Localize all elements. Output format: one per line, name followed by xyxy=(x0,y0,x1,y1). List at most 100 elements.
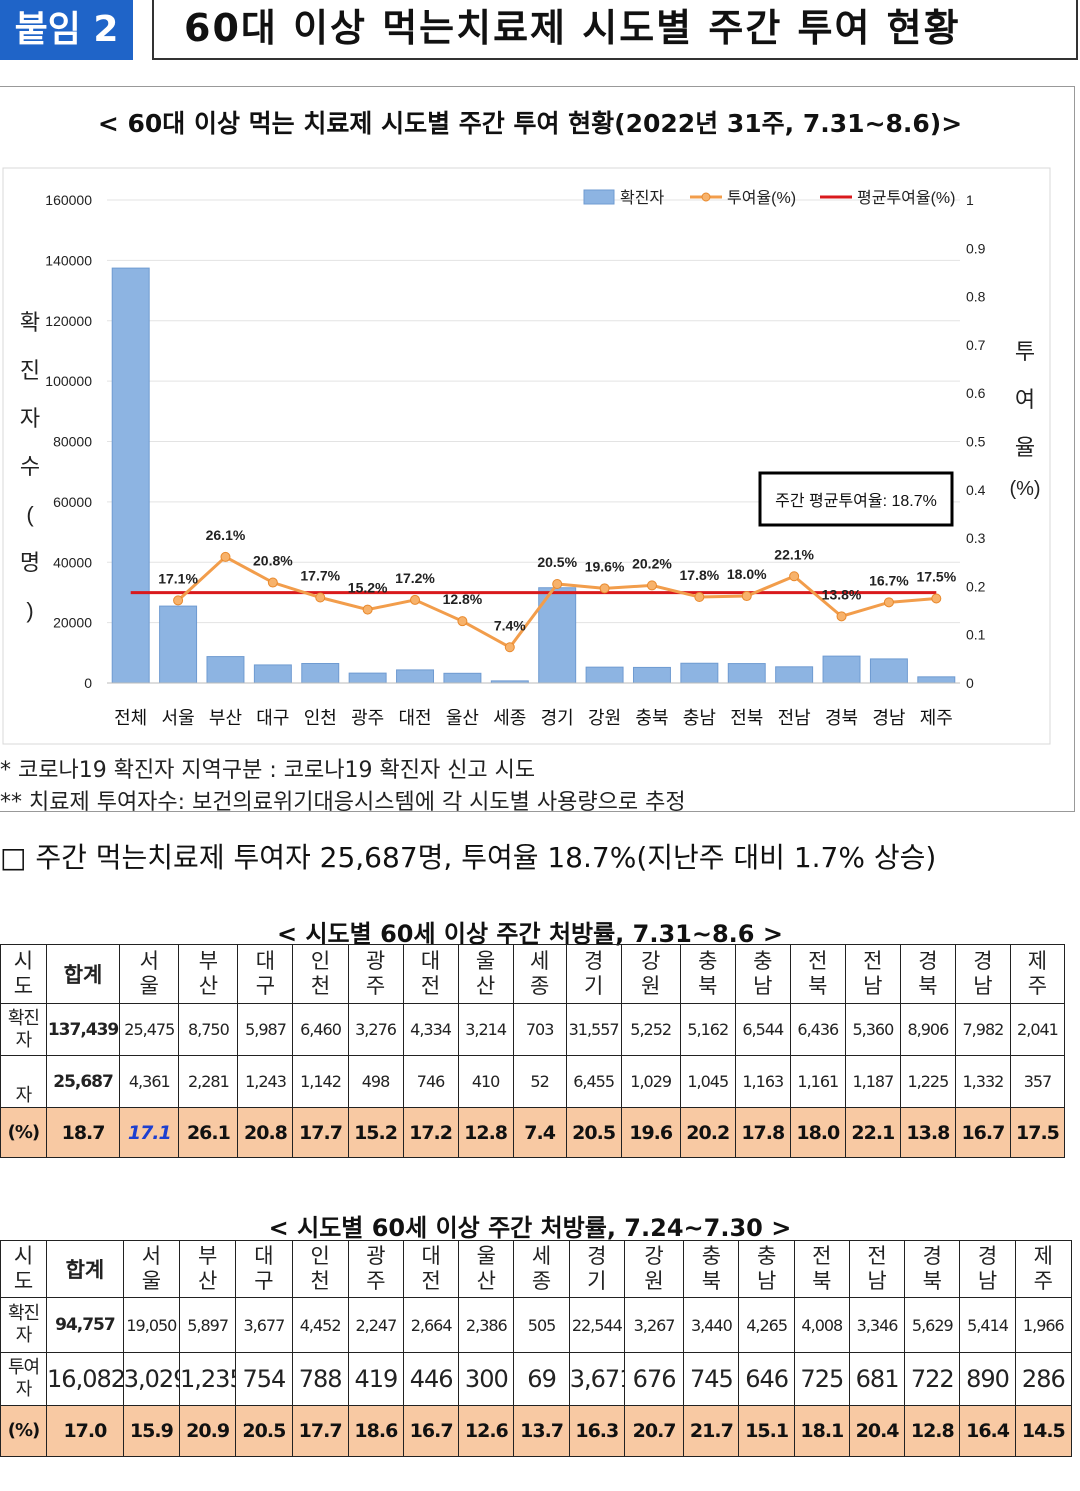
rate-point-전북 xyxy=(741,591,752,602)
table-cell: 3,671 xyxy=(568,1352,625,1406)
x-tick-label: 대구 xyxy=(256,708,289,728)
y2-tick-label: 0.4 xyxy=(966,482,986,498)
y-tick-label: 0 xyxy=(84,675,92,691)
rate-point-경남 xyxy=(883,597,894,608)
rate-label: 17.7% xyxy=(300,568,340,584)
table-cell: 1,161 xyxy=(789,1055,846,1108)
y-tick-label: 100000 xyxy=(45,373,92,389)
table-cell: 5,897 xyxy=(178,1297,237,1353)
rate-point-충남 xyxy=(694,592,705,603)
rate-label: 7.4% xyxy=(494,617,526,633)
table-cell: 69 xyxy=(513,1352,570,1406)
table-cell: 3,677 xyxy=(235,1297,293,1353)
annotation-box xyxy=(758,471,954,527)
y-axis-title-char: 진 xyxy=(20,358,40,383)
y-tick-label: 60000 xyxy=(53,494,92,510)
table-cell: 18.0 xyxy=(789,1107,846,1158)
rate-label: 20.5% xyxy=(537,554,577,570)
data-labels: 17.1% 26.1% 20.8% 17.7% 15.2% 17.2% 12.8% 7.4% 2… xyxy=(158,527,956,633)
y2-tick-label: 0.9 xyxy=(966,240,986,256)
table-cell: 5,360 xyxy=(844,1003,901,1056)
legend-swatch-bar xyxy=(583,189,615,205)
table-cell: 4,452 xyxy=(291,1297,349,1353)
table-cell: 4,334 xyxy=(402,1003,459,1056)
total-cell: 16,082 xyxy=(46,1352,124,1406)
bar-전남 xyxy=(775,666,814,684)
annotation-text: 주간 평균투여율: 18.7% xyxy=(775,492,937,510)
y2-tick-label: 0.7 xyxy=(966,337,986,353)
rate-point-대전 xyxy=(410,594,421,605)
rate-point-전남 xyxy=(789,571,800,582)
legend-swatch-marker xyxy=(701,192,711,202)
table-cell: 410 xyxy=(457,1055,514,1108)
x-tick-label: 광주 xyxy=(351,708,384,728)
table-cell: 1,163 xyxy=(734,1055,791,1108)
table-cell: 788 xyxy=(291,1352,349,1406)
summary-text: □ 주간 먹는치료제 투여자 25,687명, 투여율 18.7%(지난주 대비… xyxy=(0,841,937,874)
table-cell: 3,276 xyxy=(347,1003,404,1056)
table-cell: 286 xyxy=(1014,1352,1073,1406)
table-cell: 4,361 xyxy=(119,1055,180,1108)
bar-부산 xyxy=(206,656,245,684)
document-header: 붙임 2 60대 이상 먹는치료제 시도별 주간 투여 현황 xyxy=(0,0,1080,64)
table-row: 확진 자 137,439 25,475 8,750 5,987 6,460 3,276 4,33… xyxy=(0,1003,1066,1056)
bar-제주 xyxy=(917,676,956,684)
table-row: 확진 자 94,757 19,050 5,897 3,677 4,452 2,247 2,664… xyxy=(0,1297,1073,1353)
rate-label: 22.1% xyxy=(774,546,814,562)
x-tick-label: 제주 xyxy=(920,708,953,728)
table-cell: 676 xyxy=(623,1352,685,1406)
bar-서울 xyxy=(159,605,198,684)
total-cell: 25,687 xyxy=(45,1055,121,1108)
rate-label: 19.6% xyxy=(585,558,625,574)
table-cell: 20.9 xyxy=(178,1405,237,1457)
table-cell: 18.6 xyxy=(347,1405,404,1457)
table-cell: 19,050 xyxy=(122,1297,181,1353)
x-tick-label: 대전 xyxy=(398,708,431,728)
table-cell: 703 xyxy=(512,1003,567,1056)
table-cell: 12.8 xyxy=(457,1107,514,1158)
table-cell: 1,332 xyxy=(954,1055,1011,1108)
legend-label: 투여율(%) xyxy=(727,189,796,207)
table-cell: 17.2 xyxy=(402,1107,459,1158)
table-cell: 5,162 xyxy=(679,1003,736,1056)
bar-경남 xyxy=(869,658,908,684)
y-axis-title-char: ) xyxy=(26,598,33,623)
table-cell: 3,029 xyxy=(122,1352,181,1406)
table-cell: 1,029 xyxy=(620,1055,681,1108)
table-cell: 357 xyxy=(1009,1055,1066,1108)
table-cell: 20.7 xyxy=(623,1405,685,1457)
y-axis-title-char: 수 xyxy=(20,454,40,479)
rate-label: 26.1% xyxy=(206,527,246,543)
x-tick-label: 경남 xyxy=(872,708,905,728)
table-cell: 725 xyxy=(793,1352,850,1406)
table-cell: 4,265 xyxy=(738,1297,795,1353)
rate-point-세종 xyxy=(504,642,515,653)
axes: 0 20000 40000 60000 80000 100000 120000 140000 1… xyxy=(20,192,1041,728)
table-cell: 12.6 xyxy=(458,1405,515,1457)
x-tick-label: 경기 xyxy=(541,708,574,728)
total-cell: 17.0 xyxy=(46,1405,124,1457)
table-cell: 419 xyxy=(347,1352,404,1406)
table-cell: 13.7 xyxy=(513,1405,570,1457)
table-header-row: 시 도 합계 서 울 부 산 대 구 인 천 광 주 대 전 울 산 세 종 경 기 강 원 충 북 충 남 전 북 전 남 경 북 경 남 제 주 xyxy=(0,1240,1073,1298)
rate-point-경기 xyxy=(552,578,563,589)
rate-label: 20.8% xyxy=(253,553,293,569)
header-cell: 합계 xyxy=(46,1240,124,1298)
x-tick-label: 울산 xyxy=(446,708,479,728)
footnote-1: * 코로나19 확진자 지역구분 : 코로나19 확진자 신고 시도 xyxy=(0,758,536,783)
rate-point-울산 xyxy=(457,616,468,627)
rate-label: 18.0% xyxy=(727,566,767,582)
bar-강원 xyxy=(585,666,624,684)
